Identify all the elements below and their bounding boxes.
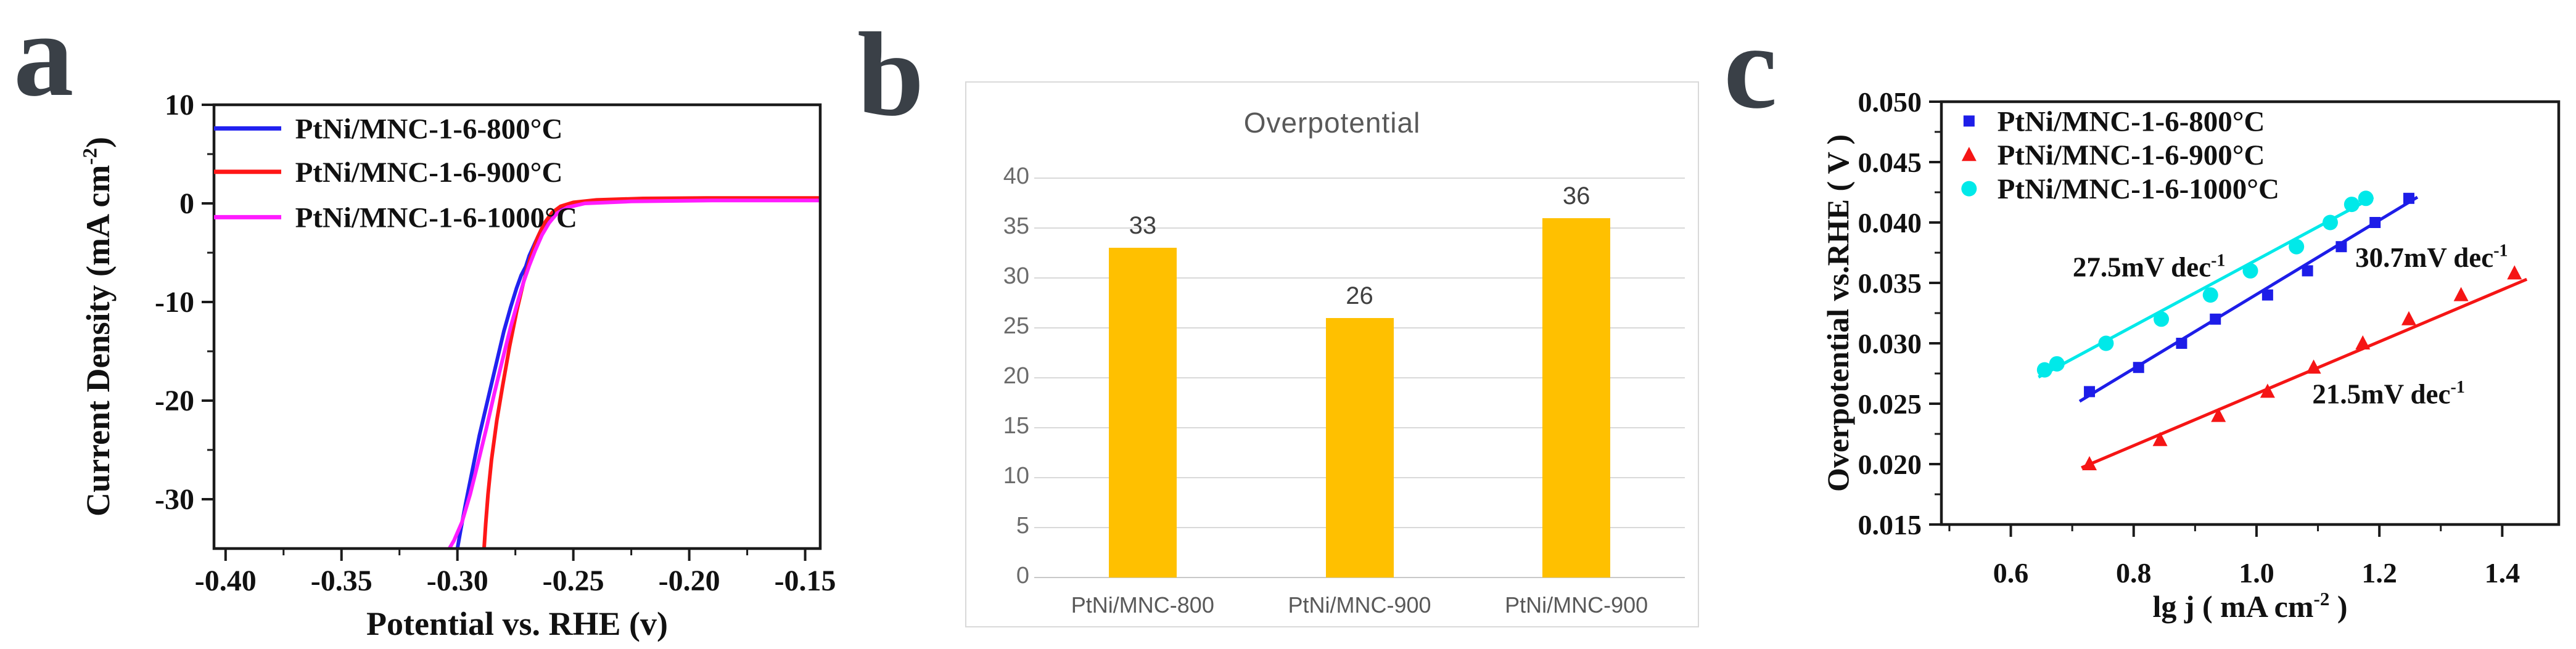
x-tick-label: 1.0	[2239, 557, 2274, 589]
x-tick-label: -0.20	[659, 565, 720, 597]
y-tick-label: 0.040	[1858, 207, 1922, 239]
y-tick-label: 0.020	[1858, 449, 1922, 480]
category-label: PtNi/MNC-900	[1505, 592, 1648, 618]
bar-value-label: 33	[1129, 212, 1157, 240]
y-tick-label: 0.035	[1858, 267, 1922, 299]
y-tick-label: 0	[179, 187, 194, 220]
bar-PtNi/MNC-900	[1542, 218, 1611, 578]
y-tick-label: 0.030	[1858, 328, 1922, 359]
y-tick-label: 10	[165, 89, 194, 121]
y-axis-tick-label: 30	[1003, 263, 1029, 289]
series-PtNi/MNC-1-6-1000°C	[2036, 190, 2374, 379]
y-tick-label: -20	[155, 385, 194, 417]
y-tick-label: 0.050	[1858, 86, 1922, 118]
tafel-plot-chart: 0.6 0.8 1.0 1.2 1.4 0.015 0.020 0.025 0.030 0.035…	[1821, 86, 2561, 624]
series-PtNi/MNC-1-6-800°C	[455, 198, 820, 549]
tafel-slope-annotation: 21.5mV dec-1	[2312, 378, 2464, 409]
bar-chart-title: Overpotential	[1243, 107, 1421, 139]
x-tick-label: 1.2	[2361, 557, 2397, 589]
legend-label: PtNi/MNC-1-6-1000°C	[295, 202, 577, 234]
legend: PtNi/MNC-1-6-800°C PtNi/MNC-1-6-900°C PtNi…	[214, 113, 577, 234]
legend: PtNi/MNC-1-6-800°CPtNi/MNC-1-6-900°CPtNi…	[1961, 105, 2279, 205]
x-axis-label: Potential vs. RHE (v)	[366, 605, 668, 642]
y-axis-tick-label: 35	[1003, 213, 1029, 239]
y-axis-tick-label: 40	[1003, 163, 1029, 189]
series-PtNi/MNC-1-6-800°C	[2078, 192, 2419, 403]
legend-label: PtNi/MNC-1-6-800°C	[295, 113, 563, 145]
axis-ticks	[202, 104, 807, 561]
lsv-polarization-chart: -0.40 -0.35 -0.30 -0.25 -0.20 -0.15 10 0 -10 -20 -…	[79, 89, 836, 642]
y-axis-tick-label: 5	[1016, 513, 1029, 539]
x-tick-label: 0.8	[2116, 557, 2152, 589]
axis-minor-ticks	[207, 153, 749, 555]
gridline	[1034, 277, 1685, 279]
overpotential-bar-chart: Overpotential 40 35 30 25 20 15 10 5 0 33 PtNi/MNC-…	[965, 81, 1699, 627]
y-tick-label: 0.045	[1858, 147, 1922, 178]
y-axis-tick-label: 15	[1003, 413, 1029, 439]
x-axis-label: lg j ( mA cm-2 )	[2152, 588, 2347, 624]
bar-PtNi/MNC-900	[1325, 317, 1394, 578]
tafel-slope-annotation: 30.7mV dec-1	[2355, 242, 2508, 273]
bar-value-label: 36	[1562, 182, 1590, 210]
x-tick-label: -0.30	[427, 565, 488, 597]
y-tick-label: -30	[155, 483, 194, 516]
legend-label: PtNi/MNC-1-6-900°C	[295, 157, 563, 189]
gridline	[1034, 227, 1685, 229]
gridline	[1034, 577, 1685, 578]
plot-frame	[212, 103, 822, 550]
tafel-slope-annotation: 27.5mV dec-1	[2073, 251, 2225, 282]
y-axis-tick-label: 20	[1003, 363, 1029, 389]
legend-label: PtNi/MNC-1-6-900°C	[1998, 139, 2265, 171]
axis-minor-ticks	[1935, 131, 2442, 531]
y-axis-tick-label: 25	[1003, 313, 1029, 339]
bar-value-label: 26	[1346, 282, 1373, 309]
legend-label: PtNi/MNC-1-6-800°C	[1998, 105, 2265, 137]
y-axis-tick-label: 10	[1003, 463, 1029, 489]
y-axis-label: Overpotential vs.RHE ( V )	[1821, 134, 1855, 492]
x-tick-label: -0.35	[311, 565, 372, 597]
category-label: PtNi/MNC-900	[1288, 592, 1431, 618]
y-axis-tick-label: 0	[1016, 563, 1029, 589]
series-layer	[447, 196, 820, 549]
gridline	[1034, 178, 1685, 179]
y-axis-label: Current Density (mA cm-2)	[79, 137, 117, 516]
series-PtNi/MNC-1-6-1000°C	[447, 198, 820, 549]
x-tick-label: 0.6	[1993, 557, 2029, 589]
series-PtNi/MNC-1-6-900°C	[2081, 265, 2528, 470]
x-tick-label: -0.40	[195, 565, 257, 597]
panel-label-c: c	[1724, 1, 1777, 134]
series-layer	[2036, 190, 2528, 470]
panel-label-a: a	[14, 0, 74, 121]
category-label: PtNi/MNC-800	[1071, 592, 1214, 618]
bar-PtNi/MNC-800	[1108, 248, 1177, 578]
x-tick-label: -0.25	[543, 565, 604, 597]
y-tick-label: 0.025	[1858, 388, 1922, 420]
y-tick-label: 0.015	[1858, 509, 1922, 541]
x-tick-label: 1.4	[2485, 557, 2520, 589]
axis-ticks	[1929, 100, 2504, 537]
panel-label-b: b	[857, 8, 924, 141]
y-tick-label: -10	[155, 286, 194, 319]
legend-label: PtNi/MNC-1-6-1000°C	[1998, 173, 2279, 205]
x-tick-label: -0.15	[775, 565, 836, 597]
